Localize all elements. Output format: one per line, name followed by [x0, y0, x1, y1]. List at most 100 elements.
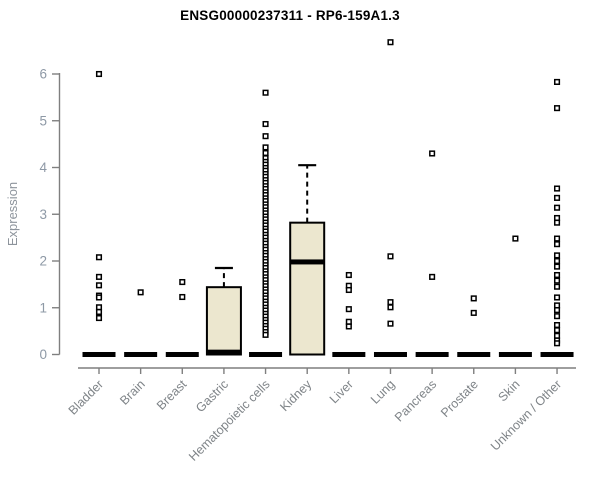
chart-title: ENSG00000237311 - RP6-159A1.3: [180, 8, 400, 23]
median-line: [290, 259, 324, 265]
x-tick-label-unknown-other: Unknown / Other: [488, 377, 564, 453]
y-tick-label: 2: [39, 254, 47, 269]
data-point: [262, 149, 269, 157]
median-line: [207, 349, 241, 355]
boxplot-skin: [498, 352, 532, 357]
data-point: [553, 105, 561, 112]
data-point: [553, 204, 561, 211]
x-tick-label-lung: Lung: [368, 377, 398, 407]
points-unknown-other: [553, 78, 561, 347]
boxplot-hematopoietic-cells: [249, 352, 283, 357]
data-point: [429, 273, 436, 280]
boxplot-kidney: [289, 164, 326, 356]
points-skin: [512, 235, 519, 242]
median-line: [249, 352, 283, 357]
points-breast: [179, 278, 186, 301]
y-axis: 0 1 2 3 4 5 6 Expression: [5, 67, 61, 362]
x-tick-label-liver: Liver: [327, 377, 356, 406]
boxplot-bladder: [82, 352, 116, 357]
data-point: [553, 78, 561, 85]
x-tick-label-bladder: Bladder: [66, 377, 106, 417]
boxplot-gastric: [205, 266, 242, 356]
data-point: [553, 241, 561, 248]
boxplot-prostate: [457, 352, 491, 357]
y-tick-label: 3: [39, 207, 47, 222]
median-line: [415, 352, 449, 357]
median-line: [332, 352, 366, 357]
x-tick-label-pancreas: Pancreas: [392, 377, 439, 424]
data-point: [95, 308, 103, 316]
box: [205, 286, 242, 356]
data-point: [553, 219, 561, 226]
data-point: [262, 120, 269, 128]
data-point: [95, 304, 103, 311]
data-point: [95, 282, 103, 289]
points-liver: [345, 271, 352, 330]
data-point: [470, 309, 477, 316]
data-point: [553, 332, 561, 339]
boxplot-brain: [124, 352, 158, 357]
data-point: [95, 254, 103, 261]
data-point: [95, 314, 103, 322]
points-hematopoietic-cells: [262, 89, 269, 338]
data-point: [553, 263, 561, 270]
x-tick-label-kidney: Kidney: [277, 377, 314, 414]
data-point: [553, 307, 561, 314]
boxplot-unknown-other: [540, 352, 574, 357]
x-tick-label-skin: Skin: [495, 377, 522, 404]
data-point: [387, 299, 394, 306]
data-point: [262, 331, 269, 338]
points-lung: [387, 39, 394, 327]
data-point: [553, 235, 561, 242]
median-line: [82, 352, 116, 357]
data-point: [137, 289, 144, 296]
y-tick-label: 4: [39, 160, 47, 175]
data-point: [179, 293, 186, 301]
data-point: [262, 133, 269, 140]
data-point: [553, 214, 561, 222]
x-tick-label-hematopoietic-cells: Hematopoietic cells: [186, 377, 273, 464]
data-point: [553, 194, 561, 201]
data-point: [387, 320, 394, 327]
boxplot-lung: [373, 352, 407, 357]
y-tick-label: 5: [39, 113, 47, 128]
boxplot-breast: [165, 352, 199, 357]
points-pancreas: [429, 150, 436, 280]
boxplot-pancreas: [415, 352, 449, 357]
median-line: [498, 352, 532, 357]
data-point: [470, 295, 477, 302]
data-point: [95, 294, 103, 301]
data-point: [345, 318, 352, 325]
data-point: [553, 327, 561, 334]
points-brain: [137, 289, 144, 296]
data-point: [553, 271, 561, 279]
points-prostate: [470, 295, 477, 316]
y-tick-label: 1: [39, 300, 47, 315]
x-tick-label-gastric: Gastric: [193, 377, 231, 415]
y-tick-label: 0: [39, 347, 47, 362]
boxplot-liver: [332, 352, 366, 357]
data-point: [553, 313, 561, 320]
data-point: [387, 39, 394, 46]
data-point: [345, 306, 352, 313]
data-point: [553, 277, 561, 284]
x-tick-label-brain: Brain: [117, 377, 148, 408]
data-point: [553, 283, 561, 290]
data-point: [262, 144, 269, 151]
data-point: [262, 89, 269, 96]
data-point: [429, 150, 436, 157]
data-point: [179, 278, 186, 286]
y-tick-label: 6: [39, 67, 47, 82]
data-point: [387, 253, 394, 260]
x-tick-label-prostate: Prostate: [438, 377, 481, 420]
median-line: [373, 352, 407, 357]
data-point: [553, 185, 561, 192]
median-line: [457, 352, 491, 357]
x-tick-label-breast: Breast: [154, 377, 190, 413]
data-point: [553, 252, 561, 259]
data-point: [553, 302, 561, 309]
data-point: [345, 323, 352, 330]
